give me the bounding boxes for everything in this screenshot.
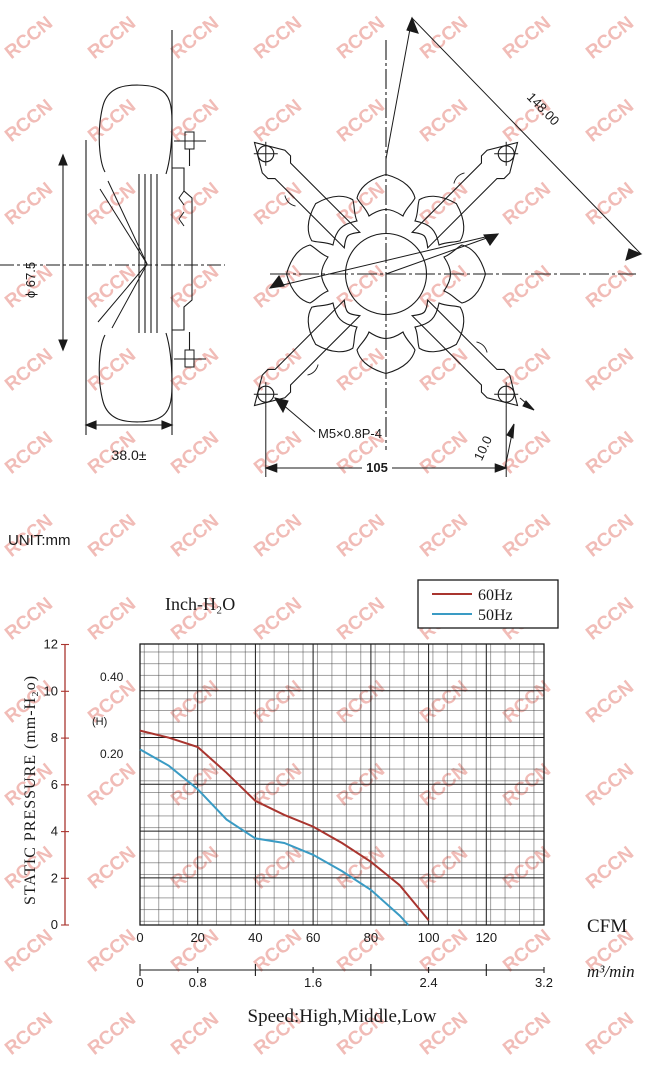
svg-text:m³/min: m³/min bbox=[587, 962, 635, 981]
svg-text:100: 100 bbox=[418, 930, 440, 945]
svg-text:Inch-H₂O: Inch-H₂O bbox=[165, 594, 235, 614]
svg-text:3.2: 3.2 bbox=[535, 975, 553, 990]
svg-text:60: 60 bbox=[306, 930, 320, 945]
svg-text:0.40: 0.40 bbox=[100, 670, 124, 684]
svg-text:10.0: 10.0 bbox=[471, 433, 495, 462]
svg-text:ϕ 67.5: ϕ 67.5 bbox=[23, 262, 38, 298]
svg-text:1.6: 1.6 bbox=[304, 975, 322, 990]
svg-text:80: 80 bbox=[364, 930, 378, 945]
svg-text:60Hz: 60Hz bbox=[478, 587, 513, 604]
svg-text:4: 4 bbox=[51, 824, 58, 839]
svg-text:20: 20 bbox=[190, 930, 204, 945]
svg-text:0.20: 0.20 bbox=[100, 747, 124, 761]
svg-text:6: 6 bbox=[51, 777, 58, 792]
svg-text:(H): (H) bbox=[92, 716, 107, 728]
svg-text:Speed:High,Middle,Low: Speed:High,Middle,Low bbox=[248, 1006, 437, 1027]
svg-text:38.0±: 38.0± bbox=[112, 447, 147, 463]
svg-text:0: 0 bbox=[51, 917, 58, 932]
svg-text:CFM: CFM bbox=[587, 916, 627, 937]
svg-text:0: 0 bbox=[136, 930, 143, 945]
svg-text:50Hz: 50Hz bbox=[478, 607, 513, 624]
svg-text:105: 105 bbox=[366, 460, 388, 475]
svg-text:8: 8 bbox=[51, 730, 58, 745]
svg-text:0.8: 0.8 bbox=[189, 975, 207, 990]
svg-text:2.4: 2.4 bbox=[420, 975, 438, 990]
svg-text:120: 120 bbox=[475, 930, 497, 945]
svg-text:M5×0.8P-4: M5×0.8P-4 bbox=[318, 426, 382, 441]
svg-text:0: 0 bbox=[136, 975, 143, 990]
svg-text:12: 12 bbox=[44, 637, 58, 652]
svg-text:UNIT:mm: UNIT:mm bbox=[8, 532, 71, 549]
svg-text:148.00: 148.00 bbox=[524, 89, 562, 128]
svg-text:10: 10 bbox=[44, 683, 58, 698]
svg-text:2: 2 bbox=[51, 870, 58, 885]
svg-text:40: 40 bbox=[248, 930, 262, 945]
svg-text:STATIC PRESSURE (mm-H₂o): STATIC PRESSURE (mm-H₂o) bbox=[22, 675, 39, 905]
